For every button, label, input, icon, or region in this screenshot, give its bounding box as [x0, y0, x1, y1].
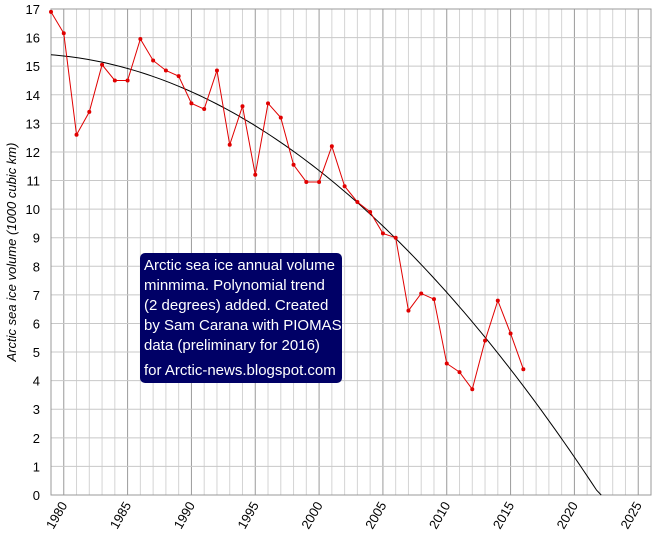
x-tick-label-2020: 2020: [554, 499, 581, 532]
data-point-1998: [291, 162, 296, 167]
x-axis-tick-labels: 1980 1985 1990 1995 2000 2005 2010 2015 2020 2025: [43, 499, 645, 532]
data-point-2008: [419, 291, 424, 296]
x-tick-label-1990: 1990: [171, 499, 198, 532]
data-point-1992: [214, 68, 219, 73]
y-tick-label-0: 0: [33, 488, 40, 503]
data-point-2006: [393, 235, 398, 240]
x-tick-label-1980: 1980: [43, 499, 70, 532]
data-point-2013: [483, 338, 488, 343]
y-tick-label-3: 3: [33, 402, 40, 417]
data-point-2005: [380, 231, 385, 236]
y-tick-label-14: 14: [26, 88, 40, 103]
annotation-line-2: minmima. Polynomial trend: [144, 277, 325, 294]
y-tick-label-11: 11: [27, 174, 41, 189]
data-point-1986: [138, 37, 143, 42]
x-tick-label-1995: 1995: [234, 499, 261, 532]
data-point-1996: [266, 101, 271, 106]
polynomial-trend-line: [50, 54, 602, 496]
x-tick-label-1985: 1985: [107, 499, 134, 532]
data-point-1988: [163, 68, 168, 73]
data-point-1993: [227, 142, 232, 147]
data-point-1987: [151, 58, 156, 63]
y-tick-label-5: 5: [33, 345, 40, 360]
y-tick-label-6: 6: [33, 316, 40, 331]
data-point-1999: [304, 179, 309, 184]
x-tick-label-2005: 2005: [362, 499, 389, 532]
data-point-1994: [240, 104, 245, 109]
data-point-1990: [189, 101, 194, 106]
y-tick-label-16: 16: [26, 31, 40, 46]
data-point-1995: [253, 172, 258, 177]
y-tick-label-8: 8: [33, 259, 40, 274]
data-point-1983: [100, 62, 105, 67]
x-tick-label-2015: 2015: [490, 499, 517, 532]
plot-frame: [50, 8, 652, 496]
annotation-line-5: data (preliminary for 2016): [144, 337, 320, 354]
sea-ice-volume-line: [50, 11, 524, 391]
y-tick-label-15: 15: [26, 59, 40, 74]
y-tick-label-2: 2: [33, 431, 40, 446]
data-point-1989: [176, 74, 181, 79]
data-point-2010: [444, 361, 449, 366]
data-point-1979: [49, 9, 53, 14]
data-point-1984: [112, 78, 117, 83]
x-tick-label-2025: 2025: [617, 499, 644, 532]
data-point-2015: [508, 331, 513, 336]
vertical-gridlines: [63, 9, 639, 495]
data-point-2003: [355, 199, 360, 204]
y-tick-label-17: 17: [26, 2, 40, 17]
data-point-2007: [406, 308, 411, 313]
annotation-line-1: Arctic sea ice annual volume: [144, 257, 335, 274]
data-point-1981: [74, 132, 79, 137]
annotation-box: Arctic sea ice annual volume minmima. Po…: [140, 253, 342, 383]
data-point-2016: [521, 367, 526, 372]
data-point-2014: [495, 298, 500, 303]
data-point-1991: [202, 107, 207, 112]
data-point-1997: [278, 115, 283, 120]
data-point-1980: [61, 31, 66, 36]
y-tick-label-4: 4: [33, 374, 40, 389]
annotation-line-6: for Arctic-news.blogspot.com: [144, 362, 336, 379]
x-tick-label-2000: 2000: [298, 499, 325, 532]
x-tick-label-2010: 2010: [426, 499, 453, 532]
y-axis-title: Arctic sea ice volume (1000 cubic km): [4, 143, 19, 363]
data-point-2000: [317, 179, 322, 184]
y-tick-label-9: 9: [33, 231, 40, 246]
data-point-2002: [342, 184, 347, 189]
y-tick-label-13: 13: [26, 116, 40, 131]
data-point-2004: [368, 209, 373, 214]
data-point-1985: [125, 78, 130, 83]
horizontal-gridlines: [51, 8, 651, 496]
data-point-2009: [431, 297, 436, 302]
y-tick-label-1: 1: [33, 459, 40, 474]
data-point-2011: [457, 370, 462, 375]
y-tick-label-7: 7: [33, 288, 40, 303]
data-point-2001: [329, 144, 334, 149]
y-tick-label-12: 12: [26, 145, 40, 160]
annotation-line-4: by Sam Carana with PIOMAS: [144, 317, 342, 334]
annotation-line-3: (2 degrees) added. Created: [144, 297, 328, 314]
data-point-1982: [87, 109, 92, 114]
data-point-2012: [470, 387, 475, 392]
y-tick-label-10: 10: [26, 202, 40, 217]
sea-ice-volume-points: [49, 9, 526, 392]
